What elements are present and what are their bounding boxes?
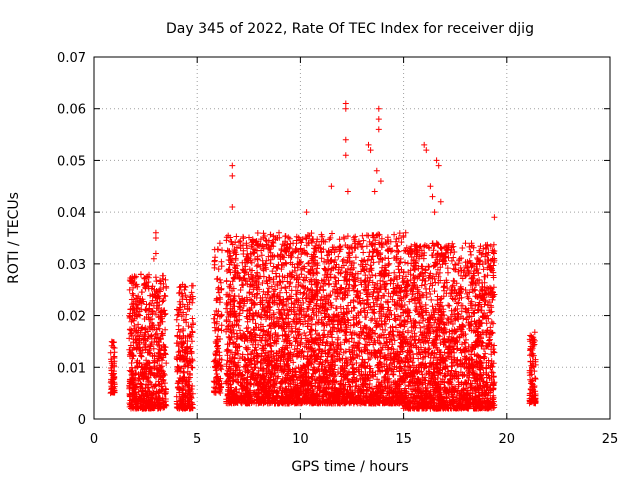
y-tick-label: 0.01 <box>57 361 86 376</box>
x-tick-label: 15 <box>395 432 412 447</box>
x-axis-label: GPS time / hours <box>291 459 408 475</box>
plot-frame <box>93 56 611 420</box>
y-tick-label: 0.06 <box>57 103 86 118</box>
x-tick-label: 0 <box>90 432 98 447</box>
y-tick-label: 0.04 <box>57 206 86 221</box>
y-tick-label: 0.02 <box>57 310 86 325</box>
x-tick-labels: 0 5 10 15 20 25 <box>90 432 618 447</box>
x-tick-label: 25 <box>602 432 619 447</box>
chart-title: Day 345 of 2022, Rate Of TEC Index for r… <box>166 21 534 37</box>
y-tick-label: 0.03 <box>57 258 86 273</box>
x-tick-label: 20 <box>499 432 516 447</box>
scatter-points <box>107 100 539 412</box>
y-tick-label: 0.05 <box>57 154 86 169</box>
y-axis-label: ROTI / TECUs <box>6 192 22 284</box>
data-points <box>107 100 539 412</box>
y-tick-label: 0 <box>78 413 86 428</box>
y-tick-label: 0.07 <box>57 51 86 66</box>
y-tick-labels: 0 0.01 0.02 0.03 0.04 0.05 0.06 0.07 <box>57 51 86 428</box>
x-tick-label: 10 <box>292 432 309 447</box>
x-tick-label: 5 <box>193 432 201 447</box>
axis-ticks <box>93 56 611 420</box>
